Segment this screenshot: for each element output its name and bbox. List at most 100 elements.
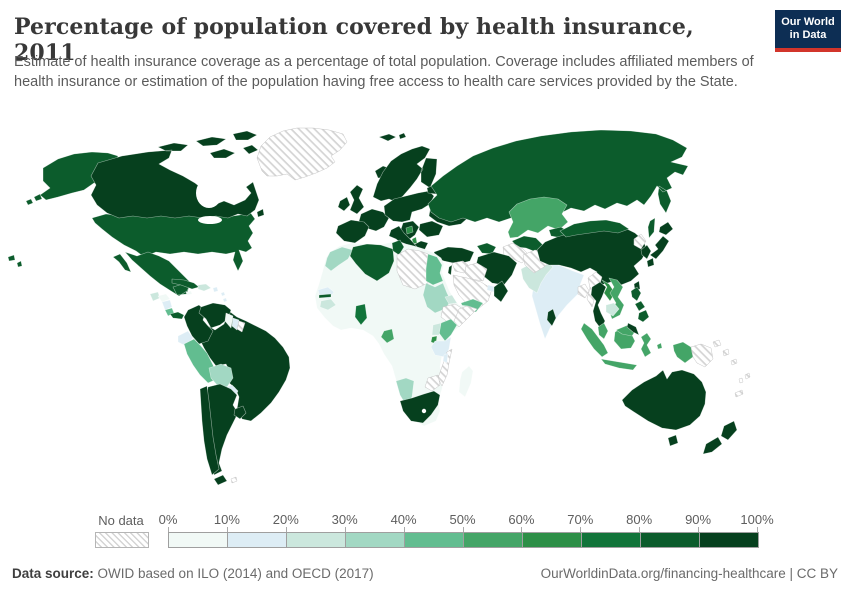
country-cuba[interactable] [171, 278, 200, 290]
country-namibia[interactable] [395, 377, 415, 406]
legend-segment[interactable] [641, 533, 700, 547]
country-morocco[interactable] [324, 246, 354, 272]
country-south-korea[interactable] [640, 244, 652, 260]
legend-segment[interactable] [700, 533, 758, 547]
legend-segment[interactable] [523, 533, 582, 547]
region-caucasus[interactable] [476, 242, 497, 255]
country-tunisia[interactable] [391, 239, 405, 256]
region-central-europe[interactable] [383, 190, 435, 223]
country-mongolia[interactable] [559, 219, 630, 238]
country-egypt[interactable] [425, 253, 444, 286]
lesser-antilles[interactable] [220, 291, 228, 303]
legend-tick-label: 60% [508, 512, 535, 527]
country-venezuela[interactable] [198, 302, 232, 329]
legend-tick-label: 20% [272, 512, 299, 527]
country-brazil[interactable] [195, 310, 291, 422]
country-cambodia[interactable] [605, 302, 620, 317]
legend-segment[interactable] [346, 533, 405, 547]
country-saudi-arabia[interactable] [452, 274, 493, 310]
legend-tick-mark [580, 527, 582, 532]
country-gambia[interactable] [318, 293, 332, 299]
legend-segment[interactable] [169, 533, 228, 547]
country-ghana[interactable] [354, 303, 368, 326]
country-bosnia[interactable] [405, 225, 414, 235]
country-guinea[interactable] [319, 298, 337, 311]
country-philippines[interactable] [630, 286, 650, 323]
country-new-zealand[interactable] [702, 420, 738, 455]
country-iraq[interactable] [464, 262, 488, 282]
country-uganda[interactable] [431, 322, 442, 336]
country-greenland[interactable] [256, 127, 348, 181]
legend-segment[interactable] [464, 533, 523, 547]
country-honduras[interactable] [157, 293, 171, 303]
country-south-africa[interactable] [399, 390, 441, 424]
legend-tick-mark [698, 527, 700, 532]
region-scandinavia[interactable] [372, 132, 438, 203]
country-bolivia[interactable] [208, 363, 234, 388]
country-canada[interactable] [90, 130, 265, 219]
chart-footer: Data source: OWID based on ILO (2014) an… [12, 566, 838, 581]
country-gabon[interactable] [380, 328, 395, 344]
legend-segment[interactable] [405, 533, 464, 547]
country-malawi[interactable] [442, 352, 449, 364]
country-panama[interactable] [169, 311, 185, 320]
country-guyana[interactable] [224, 312, 234, 329]
country-russia[interactable] [427, 129, 689, 239]
data-source-label: Data source: [12, 566, 94, 581]
attribution-link[interactable]: OurWorldinData.org/financing-healthcare … [540, 566, 838, 581]
legend-tick-label: 80% [626, 512, 653, 527]
country-puerto-rico[interactable] [212, 286, 219, 293]
legend-segment[interactable] [228, 533, 287, 547]
owid-logo[interactable]: Our World in Data [775, 10, 841, 52]
country-japan[interactable] [646, 221, 674, 268]
falkland-islands[interactable] [230, 476, 238, 484]
region-iberia[interactable] [335, 219, 370, 244]
country-oman[interactable] [493, 280, 509, 303]
data-source: Data source: OWID based on ILO (2014) an… [12, 566, 374, 581]
country-kazakhstan[interactable] [507, 196, 569, 239]
legend-segment[interactable] [582, 533, 641, 547]
region-southeast-europe[interactable] [418, 220, 444, 238]
country-indonesia[interactable] [580, 322, 694, 371]
country-australia[interactable] [621, 369, 707, 447]
region-british-isles[interactable] [337, 184, 365, 215]
country-papua-new-guinea[interactable] [690, 339, 730, 368]
country-dominican-republic[interactable] [197, 283, 212, 292]
legend-segment[interactable] [287, 533, 346, 547]
country-eritrea[interactable] [444, 294, 458, 305]
legend-tick-label: 40% [390, 512, 417, 527]
country-nicaragua[interactable] [161, 299, 173, 311]
country-brunei[interactable] [626, 322, 640, 336]
country-malaysia[interactable] [597, 322, 637, 340]
owid-logo-line1: Our World [781, 15, 835, 28]
country-thailand[interactable] [590, 281, 607, 330]
legend-tick-label: 0% [158, 512, 178, 527]
country-somalia[interactable] [453, 305, 478, 328]
data-source-text: OWID based on ILO (2014) and OECD (2017) [93, 566, 374, 581]
hudson-bay [196, 178, 222, 208]
legend-tick-mark [639, 527, 641, 532]
country-israel[interactable] [447, 264, 453, 276]
country-india[interactable] [531, 261, 587, 340]
country-north-korea[interactable] [633, 233, 647, 250]
country-chile[interactable] [199, 385, 228, 486]
country-zimbabwe[interactable] [424, 374, 441, 392]
no-data-swatch[interactable] [95, 532, 149, 548]
pacific-islands[interactable] [730, 358, 751, 398]
region-africa-mainland[interactable] [314, 240, 478, 427]
country-sudan[interactable] [422, 282, 452, 314]
country-uruguay[interactable] [233, 405, 247, 420]
legend-tick-mark [285, 527, 287, 532]
country-sri-lanka[interactable] [546, 308, 557, 327]
no-data-label: No data [98, 513, 144, 528]
country-mozambique[interactable] [437, 348, 453, 387]
region-french-guiana[interactable] [236, 320, 246, 333]
legend-tick-mark [344, 527, 346, 532]
country-algeria[interactable] [349, 243, 395, 282]
country-bangladesh[interactable] [577, 283, 590, 299]
country-madagascar[interactable] [458, 365, 474, 398]
country-mexico[interactable] [112, 251, 192, 297]
world-map[interactable] [0, 118, 850, 510]
country-jamaica[interactable] [185, 290, 193, 296]
